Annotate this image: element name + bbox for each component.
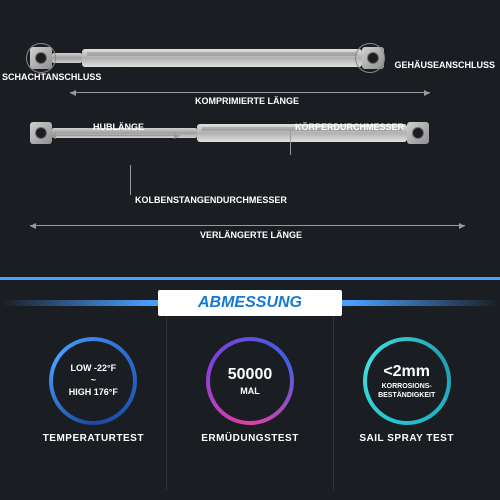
gauge-label-fatigue: ERMÜDUNGSTEST [172,433,329,444]
label-komprimiert: KOMPRIMIERTE LÄNGE [195,96,299,106]
gauge-temp: LOW -22°F ~ HIGH 176°F TEMPERATURTEST [15,341,172,444]
gauge-label-spray: SAIL SPRAY TEST [328,433,485,444]
marker-right [355,43,385,73]
temp-tilde: ~ [69,375,118,387]
ring-spray: <2mm KORROSIONS- BESTÄNDIGKEIT [367,341,447,421]
label-verlangert: VERLÄNGERTE LÄNGE [200,230,302,240]
cylinder [82,49,362,67]
label-schacht: SCHACHTANSCHLUSS [2,72,101,82]
gauge-fatigue: 50000 MAL ERMÜDUNGSTEST [172,341,329,444]
ring-temp: LOW -22°F ~ HIGH 176°F [53,341,133,421]
diagram-section: SCHACHTANSCHLUSS GEHÄUSEANSCHLUSS KOMPRI… [0,0,500,280]
gauge-label-temp: TEMPERATURTEST [15,433,172,444]
end-cap-right2 [407,122,429,144]
label-gehause: GEHÄUSEANSCHLUSS [394,60,495,70]
gauge-spray: <2mm KORROSIONS- BESTÄNDIGKEIT SAIL SPRA… [328,341,485,444]
divider2 [333,310,334,490]
ring-fatigue: 50000 MAL [210,341,290,421]
temp-low: LOW -22°F [69,363,118,375]
gauges-row: LOW -22°F ~ HIGH 176°F TEMPERATURTEST 50… [0,326,500,449]
leader-korper [290,130,291,155]
leader-kolben [130,165,131,195]
marker-left [26,43,56,73]
spray-num: <2mm [378,362,435,383]
spray-text: <2mm KORROSIONS- BESTÄNDIGKEIT [378,362,435,401]
temp-text: LOW -22°F ~ HIGH 176°F [69,363,118,398]
label-hub: HUBLÄNGE [93,122,144,132]
divider1 [166,310,167,490]
end-cap-left2 [30,122,52,144]
dim-compressed [70,92,430,93]
fatigue-text: 50000 MAL [228,365,273,397]
fatigue-sub: MAL [228,386,273,398]
spray-sub2: BESTÄNDIGKEIT [378,391,435,400]
temp-high: HIGH 176°F [69,387,118,399]
title-text: ABMESSUNG [158,290,342,316]
rod-short [52,53,82,63]
spray-sub1: KORROSIONS- [378,382,435,391]
label-kolben: KOLBENSTANGENDURCHMESSER [135,195,287,205]
section-title: ABMESSUNG [0,280,500,326]
dim-hub [50,135,180,136]
fatigue-num: 50000 [228,365,273,386]
dim-extended [30,225,465,226]
label-korper: KÖRPERDURCHMESSER [295,122,404,132]
